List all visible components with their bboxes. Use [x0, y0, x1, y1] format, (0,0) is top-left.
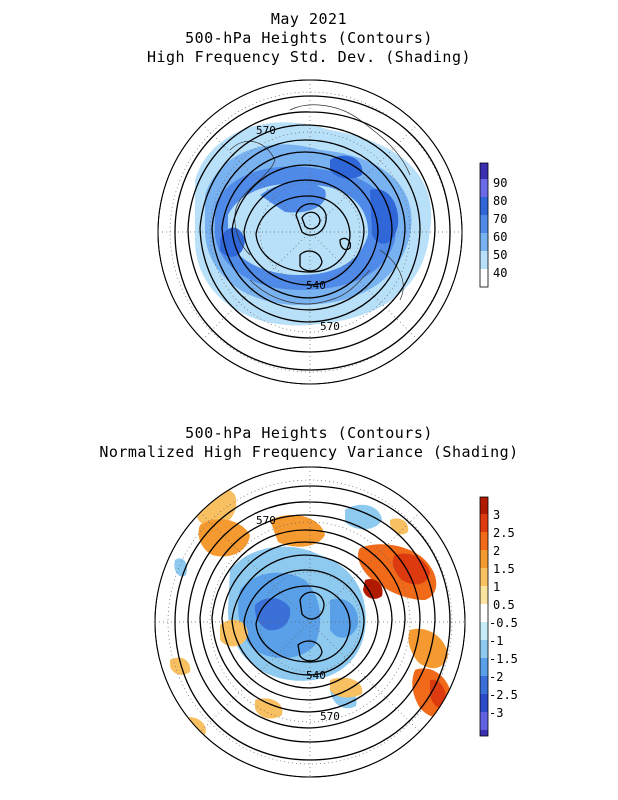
bottom-graticule	[155, 467, 465, 777]
bottom-contour-label-540: 540	[306, 669, 326, 682]
bottom-colorbar-box-7	[480, 622, 488, 640]
bottom-colorbar-tick: -1.5	[489, 652, 518, 666]
bottom-colorbar-box-12	[480, 712, 488, 730]
bottom-colorbar-box-8	[480, 640, 488, 658]
bottom-colorbar-tick: 2	[493, 544, 500, 558]
bottom-colorbar-tick: 3	[493, 508, 500, 522]
bottom-colorbar-tick: -3	[489, 706, 503, 720]
bottom-colorbar-box-0	[480, 497, 488, 514]
bottom-contour-label-570-lower: 570	[320, 710, 340, 723]
top-contour-label-570-lower: 570	[320, 320, 340, 333]
bottom-colorbar-tick: 0.5	[493, 598, 515, 612]
bottom-colorbar-tick: -2.5	[489, 688, 518, 702]
bottom-colorbar-box-10	[480, 676, 488, 694]
top-colorbar-box-4	[480, 233, 488, 251]
top-colorbar-tick: 80	[493, 194, 507, 208]
bottom-colorbar-box-2	[480, 532, 488, 550]
bottom-colorbar-box-13	[480, 730, 488, 736]
bottom-colorbar-box-1	[480, 514, 488, 532]
top-contour-label-570-upper: 570	[256, 124, 276, 137]
top-colorbar-tick: 40	[493, 266, 507, 280]
top-title-line-1: May 2021	[270, 10, 348, 28]
bottom-title-line-2: Normalized High Frequency Variance (Shad…	[99, 443, 519, 461]
bottom-colorbar-tick: -0.5	[489, 616, 518, 630]
top-colorbar: 90 80 70 60 50 40	[479, 162, 507, 288]
top-colorbar-tick: 50	[493, 248, 507, 262]
top-colorbar-box-1	[480, 179, 488, 197]
top-colorbar-box-0	[480, 163, 488, 179]
top-polar-map: 570 540 570	[157, 79, 463, 385]
top-title-line-3: High Frequency Std. Dev. (Shading)	[146, 48, 472, 66]
bottom-colorbar-box-4	[480, 568, 488, 586]
bottom-colorbar-box-6	[480, 604, 488, 622]
top-colorbar-tick: 60	[493, 230, 507, 244]
bottom-colorbar-tick: 1	[493, 580, 500, 594]
top-colorbar-box-2	[480, 197, 488, 215]
bottom-colorbar-box-3	[480, 550, 488, 568]
bottom-colorbar-tick: 1.5	[493, 562, 515, 576]
top-panel-titles: May 2021 500-hPa Heights (Contours) High…	[0, 10, 618, 67]
top-colorbar-box-5	[480, 251, 488, 269]
bottom-colorbar-tick: -1	[489, 634, 503, 648]
bottom-polar-map: 570 540 570	[154, 466, 466, 778]
bottom-colorbar-tick: -2	[489, 670, 503, 684]
top-colorbar-tick: 90	[493, 176, 507, 190]
bottom-colorbar-box-9	[480, 658, 488, 676]
bottom-colorbar-box-5	[480, 586, 488, 604]
top-height-contours	[174, 95, 451, 371]
top-coastlines	[229, 104, 411, 305]
bottom-colorbar-box-11	[480, 694, 488, 712]
top-title-line-2: 500-hPa Heights (Contours)	[185, 29, 433, 47]
bottom-title-line-1: 500-hPa Heights (Contours)	[185, 424, 433, 442]
bottom-colorbar-tick: 2.5	[493, 526, 515, 540]
top-contour-label-540: 540	[306, 279, 326, 292]
top-colorbar-box-3	[480, 215, 488, 233]
bottom-panel-titles: 500-hPa Heights (Contours) Normalized Hi…	[0, 424, 618, 462]
top-colorbar-tick: 70	[493, 212, 507, 226]
bottom-height-contours	[174, 485, 451, 761]
bottom-contour-label-570-upper: 570	[256, 514, 276, 527]
top-colorbar-box-6	[480, 269, 488, 287]
bottom-colorbar: 3 2.5 2 1.5 1 0.5 -0.5 -1 -1.5 -2 -2.5 -…	[479, 496, 518, 737]
